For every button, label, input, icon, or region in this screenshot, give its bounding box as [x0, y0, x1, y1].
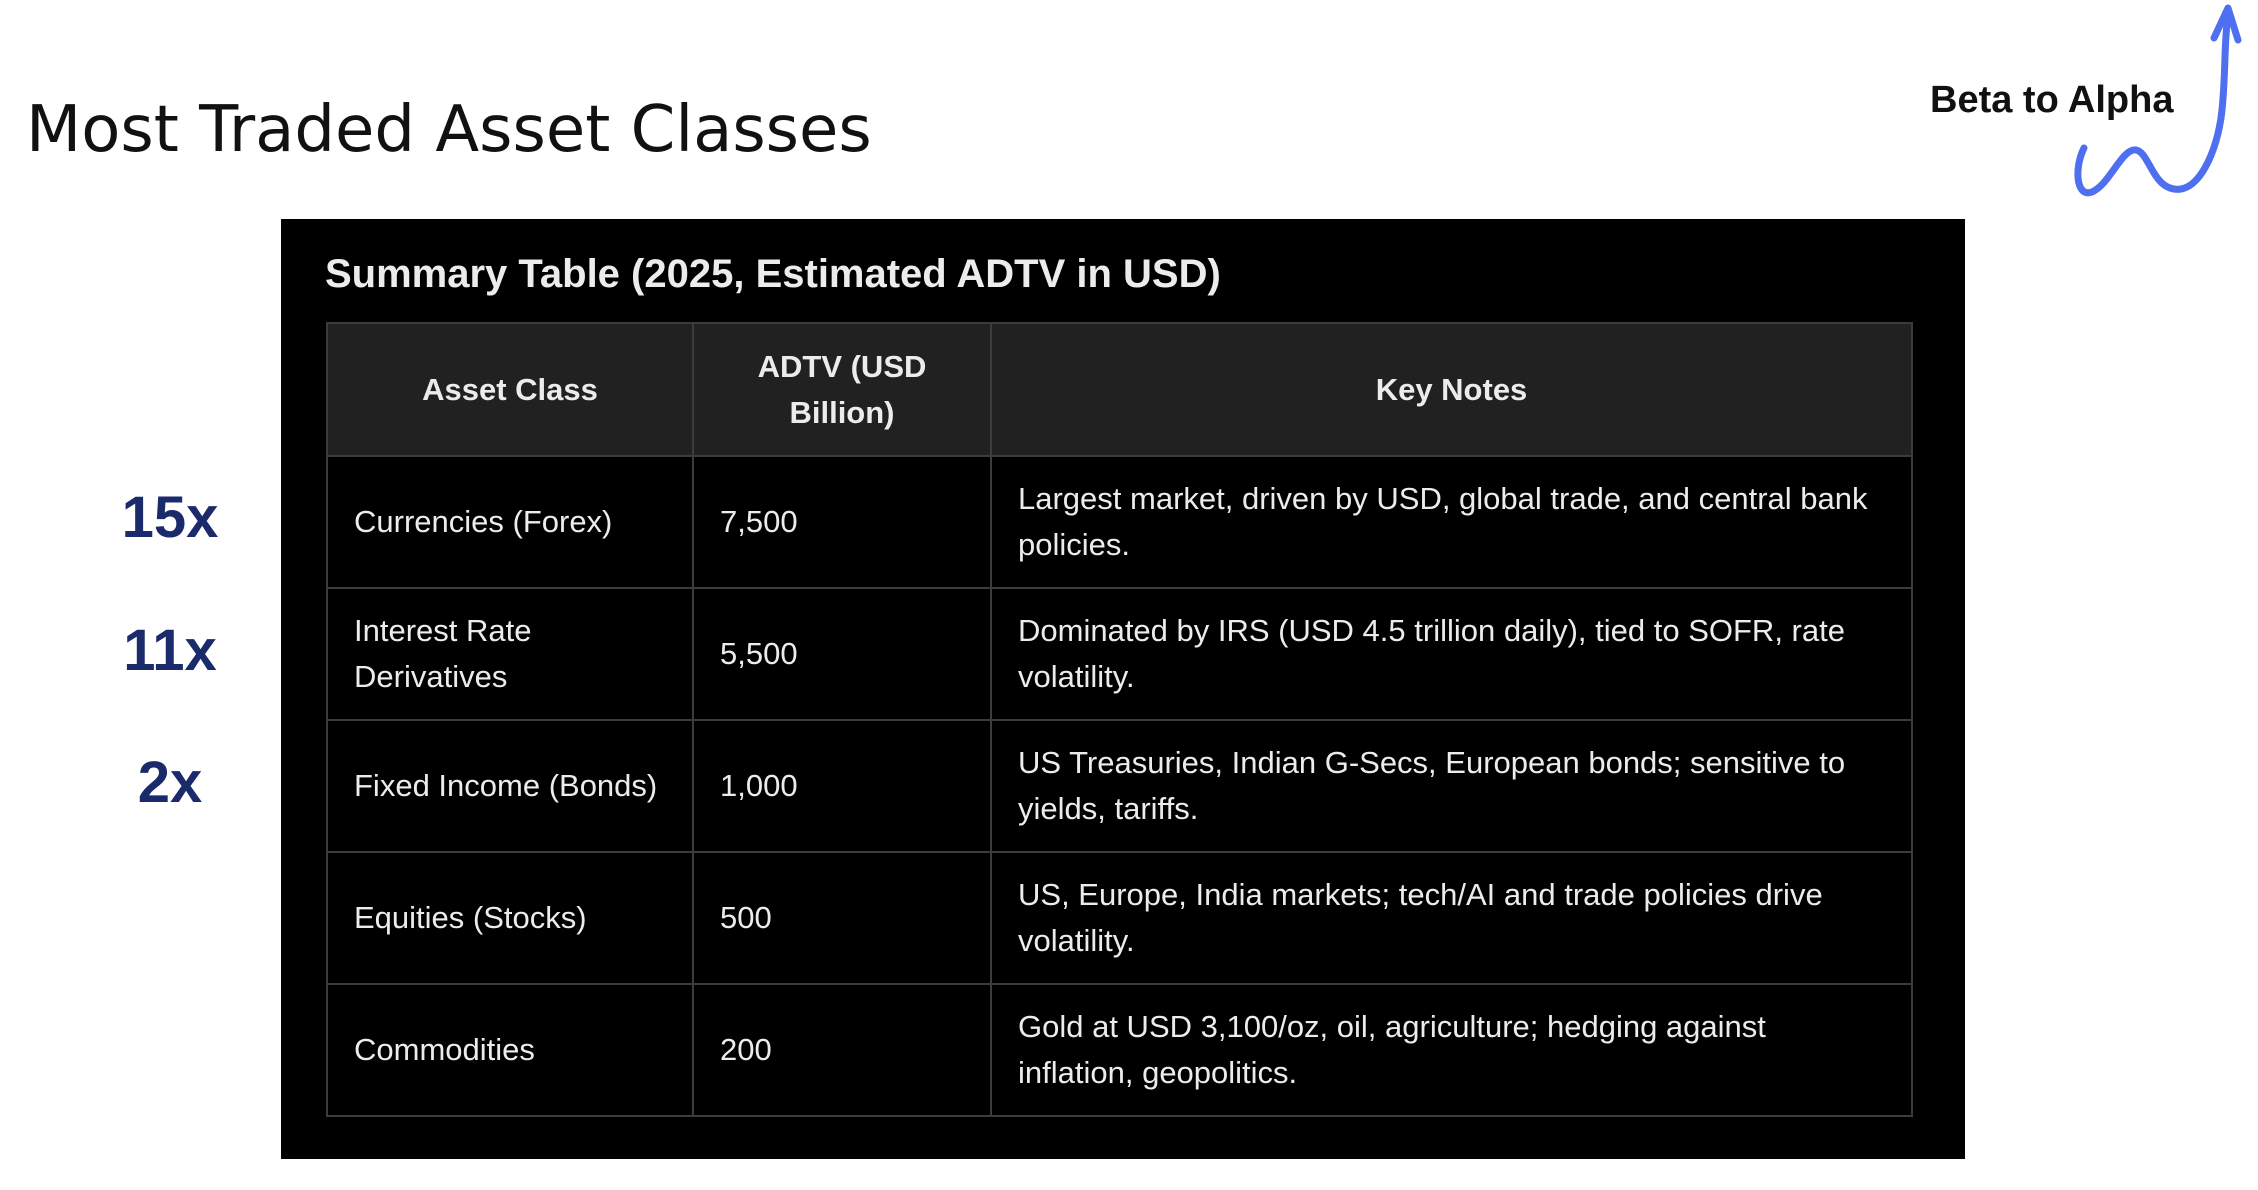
cell-adtv: 7,500 [692, 455, 992, 589]
cell-adtv: 200 [692, 983, 992, 1117]
table-header-row: Asset Class ADTV (USD Billion) Key Notes [326, 322, 1913, 457]
summary-table: Asset Class ADTV (USD Billion) Key Notes… [326, 322, 1913, 1117]
table-row: Commodities 200 Gold at USD 3,100/oz, oi… [326, 983, 1913, 1117]
table-row: Equities (Stocks) 500 US, Europe, India … [326, 851, 1913, 985]
cell-asset-class: Currencies (Forex) [326, 455, 694, 589]
cell-key-notes: US Treasuries, Indian G-Secs, European b… [990, 719, 1913, 853]
cell-asset-class: Commodities [326, 983, 694, 1117]
cell-adtv: 500 [692, 851, 992, 985]
table-row: Fixed Income (Bonds) 1,000 US Treasuries… [326, 719, 1913, 853]
brand-logo-text: Beta to Alpha [1930, 79, 2174, 121]
multiplier-interest-rate: 11x [123, 618, 217, 683]
column-header-asset-class: Asset Class [326, 322, 694, 457]
summary-table-title: Summary Table (2025, Estimated ADTV in U… [325, 252, 1221, 296]
cell-asset-class: Equities (Stocks) [326, 851, 694, 985]
column-header-key-notes: Key Notes [990, 322, 1913, 457]
column-header-adtv: ADTV (USD Billion) [692, 322, 992, 457]
cell-key-notes: US, Europe, India markets; tech/AI and t… [990, 851, 1913, 985]
summary-panel: Summary Table (2025, Estimated ADTV in U… [281, 219, 1965, 1159]
multiplier-forex: 15x [121, 485, 219, 550]
cell-asset-class: Interest Rate Derivatives [326, 587, 694, 721]
slide-title: Most Traded Asset Classes [26, 93, 872, 167]
cell-adtv: 1,000 [692, 719, 992, 853]
cell-key-notes: Gold at USD 3,100/oz, oil, agriculture; … [990, 983, 1913, 1117]
table-row: Currencies (Forex) 7,500 Largest market,… [326, 455, 1913, 589]
cell-key-notes: Dominated by IRS (USD 4.5 trillion daily… [990, 587, 1913, 721]
upward-squiggle-arrow-icon [2074, 4, 2242, 197]
multiplier-fixed-income: 2x [137, 750, 203, 815]
cell-key-notes: Largest market, driven by USD, global tr… [990, 455, 1913, 589]
cell-adtv: 5,500 [692, 587, 992, 721]
cell-asset-class: Fixed Income (Bonds) [326, 719, 694, 853]
table-row: Interest Rate Derivatives 5,500 Dominate… [326, 587, 1913, 721]
